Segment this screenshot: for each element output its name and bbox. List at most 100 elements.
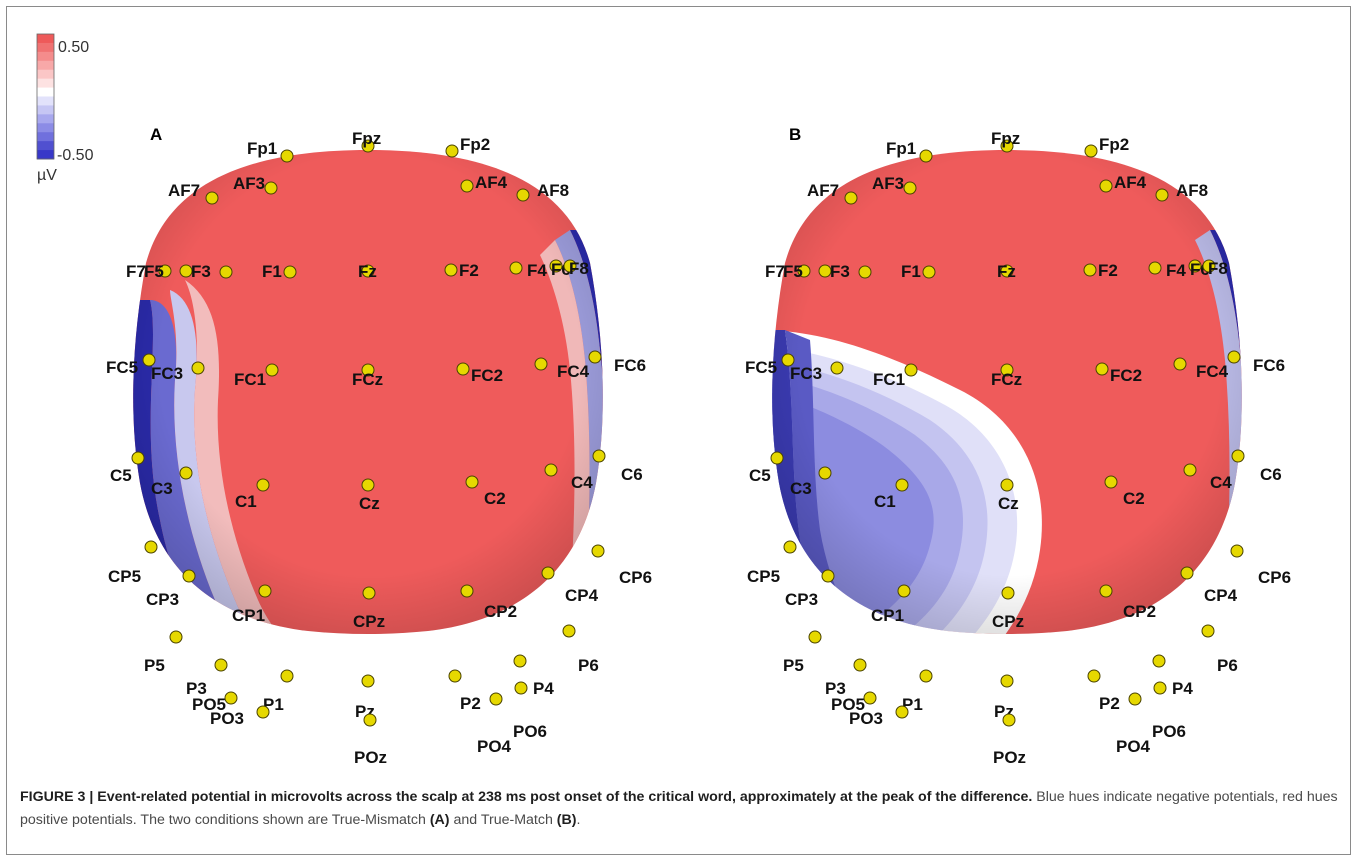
electrode-marker xyxy=(224,691,238,705)
electrode-marker xyxy=(444,263,458,277)
colorbar-swatch xyxy=(37,69,54,80)
caption-condition-b: (B) xyxy=(556,812,577,828)
electrode-marker xyxy=(1099,584,1113,598)
electrode-label: FC6 xyxy=(614,356,646,375)
electrode-marker xyxy=(489,692,503,706)
electrode-marker xyxy=(797,264,811,278)
electrode-marker xyxy=(460,179,474,193)
electrode-marker xyxy=(516,188,530,202)
electrode-label: C1 xyxy=(235,492,257,511)
electrode-marker xyxy=(1152,654,1166,668)
electrode-label: C6 xyxy=(1260,465,1282,484)
electrode-label: AF4 xyxy=(1114,173,1147,192)
electrode-label: F1 xyxy=(262,262,282,281)
electrode-marker xyxy=(588,350,602,364)
electrode-marker xyxy=(361,478,375,492)
electrode-label: CP2 xyxy=(484,602,517,621)
electrode-label: C6 xyxy=(621,465,643,484)
electrode-marker xyxy=(1227,350,1241,364)
electrode-label: F1 xyxy=(901,262,921,281)
electrode-marker xyxy=(179,264,193,278)
caption-body: Blue hues indicate negative potentials, … xyxy=(20,789,1338,828)
electrode-label: FC4 xyxy=(557,362,590,381)
electrode-label: PO6 xyxy=(513,722,547,741)
electrode-label: P4 xyxy=(533,679,554,698)
electrode-marker xyxy=(1180,566,1194,580)
electrode-label: AF8 xyxy=(537,181,569,200)
electrode-label: F7 xyxy=(765,262,785,281)
electrode-label: FCz xyxy=(352,370,383,389)
electrode-label: Fp2 xyxy=(460,135,490,154)
electrode-marker xyxy=(179,466,193,480)
electrode-label: Fp1 xyxy=(247,139,277,158)
electrode-marker xyxy=(445,144,459,158)
electrode-label: F2 xyxy=(459,261,479,280)
electrode-marker xyxy=(1000,478,1014,492)
electrode-label: P3 xyxy=(825,679,846,698)
electrode-marker xyxy=(844,191,858,205)
electrode-marker xyxy=(362,586,376,600)
electrode-marker xyxy=(1230,544,1244,558)
colorbar-swatch xyxy=(37,141,54,151)
colorbar-swatch xyxy=(37,123,54,133)
electrode-marker xyxy=(1000,264,1014,278)
colorbar-swatch xyxy=(37,114,54,124)
electrode-marker xyxy=(144,540,158,554)
colorbar-swatches xyxy=(37,34,54,160)
electrode-label: Cz xyxy=(359,494,380,513)
electrode-marker xyxy=(895,705,909,719)
electrode-marker xyxy=(158,264,172,278)
colorbar-unit-label: µV xyxy=(37,167,57,184)
electrode-marker xyxy=(361,264,375,278)
colorbar-swatch xyxy=(37,78,54,89)
electrode-label: P5 xyxy=(144,656,165,675)
electrode-marker xyxy=(460,584,474,598)
electrode-marker xyxy=(182,569,196,583)
electrode-marker xyxy=(1104,475,1118,489)
caption-end: . xyxy=(576,812,581,828)
electrode-marker xyxy=(1188,259,1202,273)
electrode-label: C3 xyxy=(151,479,173,498)
electrode-marker xyxy=(818,264,832,278)
electrode-label: PO4 xyxy=(1116,737,1151,756)
electrode-label: AF7 xyxy=(807,181,839,200)
caption-and: and True-Match xyxy=(453,812,553,828)
electrode-marker xyxy=(142,353,156,367)
electrode-label: CP1 xyxy=(871,606,904,625)
electrode-marker xyxy=(513,654,527,668)
electrode-label: P2 xyxy=(460,694,481,713)
electrode-marker xyxy=(821,569,835,583)
electrode-marker xyxy=(1099,179,1113,193)
electrode-label: P3 xyxy=(186,679,207,698)
colorbar-swatch xyxy=(37,42,54,53)
electrode-marker xyxy=(1148,261,1162,275)
electrode-label: FC1 xyxy=(873,370,905,389)
electrode-label: FC3 xyxy=(790,364,822,383)
colorbar-swatch xyxy=(37,132,54,142)
electrode-marker xyxy=(363,713,377,727)
electrode-marker xyxy=(922,265,936,279)
electrode-label: CP5 xyxy=(108,567,141,586)
electrode-marker xyxy=(1095,362,1109,376)
electrode-label: Fpz xyxy=(352,129,381,148)
electrode-marker xyxy=(283,265,297,279)
colorbar-swatch xyxy=(37,60,54,71)
panel-b: B xyxy=(772,125,1242,634)
electrode-marker xyxy=(549,259,563,273)
electrode-label: FC2 xyxy=(471,366,503,385)
electrode-marker xyxy=(919,669,933,683)
colorbar: 0.50 -0.50 µV xyxy=(36,33,94,184)
electrode-label: CP3 xyxy=(146,590,179,609)
electrode-label: FC1 xyxy=(234,370,266,389)
electrode-marker xyxy=(592,449,606,463)
electrode-marker xyxy=(1155,188,1169,202)
figure-caption: FIGURE 3 | Event-related potential in mi… xyxy=(20,786,1340,832)
electrode-marker xyxy=(264,181,278,195)
electrode-marker xyxy=(258,584,272,598)
electrode-label: F5 xyxy=(783,262,803,281)
electrode-label: F8 xyxy=(569,259,589,278)
colorbar-swatch xyxy=(37,87,54,97)
electrode-marker xyxy=(191,361,205,375)
electrode-label: C1 xyxy=(874,492,896,511)
